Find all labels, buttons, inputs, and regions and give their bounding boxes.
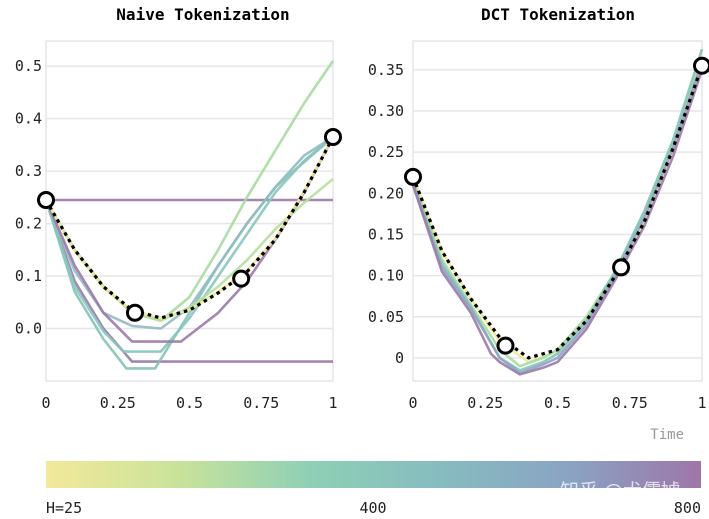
y-tick-label: 0.20: [368, 184, 404, 202]
dct-plot: 0 0.05 0.10 0.15 0.20 0.25 0.30 0.35 0 0.25 0.5 0.7…: [368, 40, 709, 412]
x-tick-label: 0: [408, 394, 417, 412]
control-point: [612, 258, 631, 277]
plot-frame: [45, 40, 334, 382]
x-tick-label: 0.75: [243, 394, 279, 412]
y-tick-label: 0.15: [368, 225, 404, 243]
x-tick-label: 0.25: [100, 394, 136, 412]
y-tick-label: 0.10: [368, 267, 404, 285]
x-tick-label: 0.5: [544, 394, 571, 412]
series-line: [44, 135, 334, 330]
y-tick-label: 0.1: [15, 267, 42, 285]
y-tick-label: 0.0: [15, 320, 42, 338]
series-line: [411, 48, 704, 372]
series-line: [411, 69, 704, 376]
ground-truth-line: [411, 65, 704, 360]
x-axis-label: Time: [650, 427, 684, 443]
y-tick-label: 0.3: [15, 162, 42, 180]
y-tick-label: 0.05: [368, 308, 404, 326]
plot-frame: [412, 40, 703, 382]
control-point: [324, 128, 342, 147]
colorbar-label-max: 800: [674, 499, 701, 517]
y-tick-label: 0.25: [368, 143, 404, 161]
series-line: [411, 65, 704, 364]
control-point: [496, 336, 515, 355]
ground-truth-line: [44, 136, 335, 320]
y-tick-label: 0.30: [368, 102, 404, 120]
series-line: [44, 60, 335, 323]
dct-chart-title: DCT Tokenization: [481, 5, 635, 24]
colorbar-label-mid: 400: [359, 499, 386, 517]
x-tick-label: 0: [41, 394, 50, 412]
y-tick-label: 0.2: [15, 215, 42, 233]
control-point: [232, 269, 251, 288]
y-tick-label: 0.5: [15, 57, 42, 75]
x-tick-label: 1: [697, 394, 706, 412]
x-tick-label: 0.5: [176, 394, 203, 412]
naive-chart-title: Naive Tokenization: [116, 5, 289, 24]
control-point: [37, 190, 55, 209]
colorbar: [46, 461, 701, 488]
naive-plot: 0.0 0.1 0.2 0.3 0.4 0.5 0 0.25 0.5 0.75 1: [15, 40, 342, 412]
colorbar-label-min: H=25: [46, 499, 82, 517]
control-point: [125, 303, 144, 322]
series-line: [411, 57, 704, 368]
y-tick-label: 0.4: [15, 110, 42, 128]
x-tick-label: 0.25: [467, 394, 503, 412]
watermark: 知乎 @犬儒虓: [560, 480, 680, 502]
control-point: [693, 56, 709, 75]
series-line: [44, 135, 334, 353]
control-point: [404, 167, 422, 186]
x-tick-label: 0.75: [612, 394, 648, 412]
y-tick-label: 0: [395, 349, 404, 367]
y-tick-label: 0.35: [368, 61, 404, 79]
series-line: [411, 61, 704, 375]
x-tick-label: 1: [328, 394, 337, 412]
